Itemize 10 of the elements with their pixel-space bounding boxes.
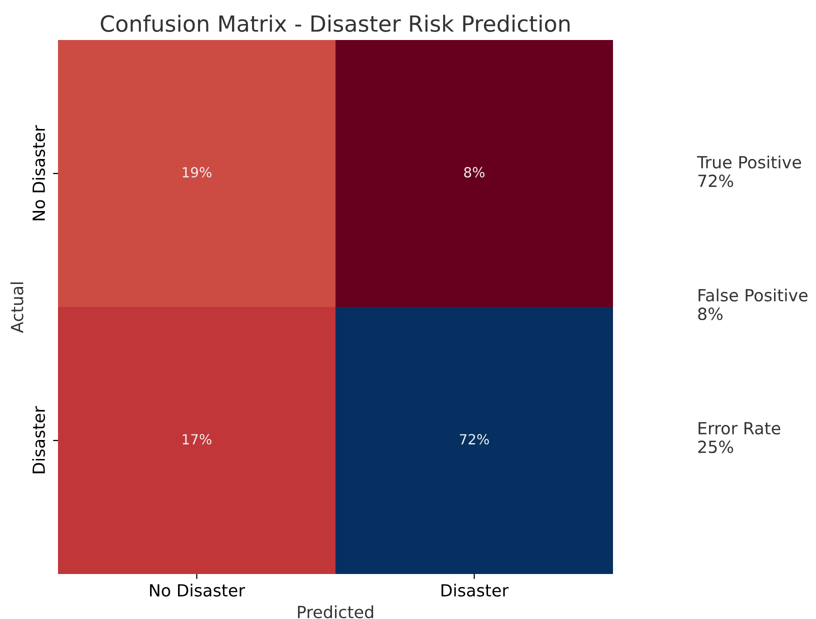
text: False Positive 8% [698, 288, 808, 320]
text: True Positive 72% [696, 156, 802, 188]
text: Error Rate 25% [698, 422, 780, 454]
y-axis-title: Actual [10, 282, 24, 333]
data-label: 8% [464, 167, 484, 178]
data-label: 72% [460, 434, 489, 445]
data-label: 19% [182, 167, 212, 178]
x-axis-title: Predicted [298, 605, 374, 618]
chart-title: Confusion Matrix - Disaster Risk Prediction [100, 14, 570, 32]
data-label: 17% [182, 434, 212, 445]
